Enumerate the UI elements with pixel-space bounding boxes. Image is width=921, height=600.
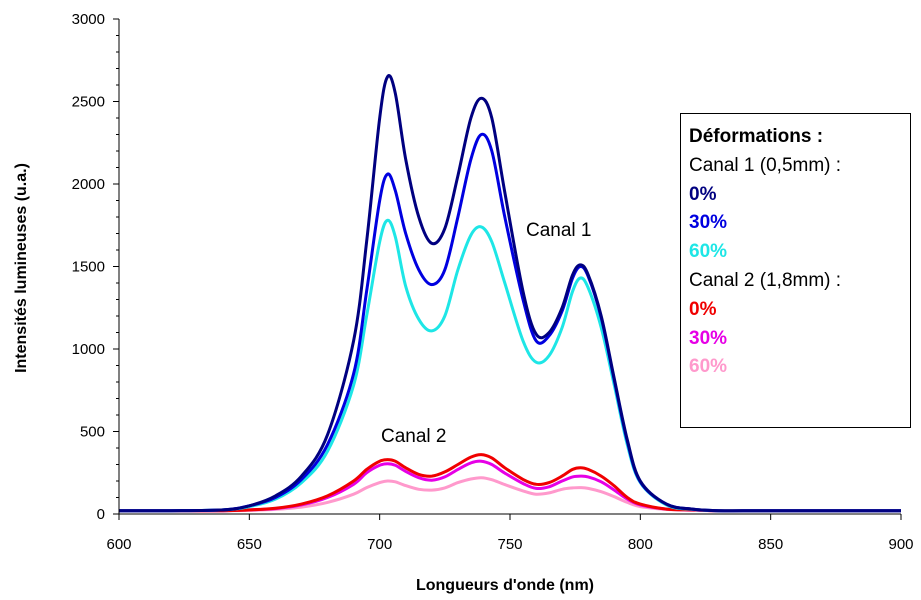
x-tick-label: 600 xyxy=(106,536,131,553)
legend-group-canal-1: Canal 1 (0,5mm) : xyxy=(689,154,842,176)
legend-entry-canal1-0: 0% xyxy=(689,183,717,205)
x-axis-ticks: 600 650 700 750 800 850 900 xyxy=(106,514,914,553)
y-tick-label: 3000 xyxy=(72,11,105,28)
series-line-5 xyxy=(118,476,901,513)
y-tick-label: 1500 xyxy=(72,259,105,276)
x-tick-label: 750 xyxy=(497,536,522,553)
y-tick-label: 2000 xyxy=(72,176,105,193)
legend: Déformations : Canal 1 (0,5mm) : 0% 30% … xyxy=(680,113,911,428)
series-line-3 xyxy=(118,453,901,513)
x-tick-label: 650 xyxy=(237,536,262,553)
y-tick-label: 2500 xyxy=(72,94,105,111)
annotation-canal-2: Canal 2 xyxy=(381,426,447,447)
legend-entry-canal1-30: 30% xyxy=(689,212,728,234)
x-axis-title: Longueurs d'onde (nm) xyxy=(416,577,594,594)
x-tick-label: 850 xyxy=(758,536,783,553)
series-layer xyxy=(118,74,901,513)
legend-entry-canal1-60: 60% xyxy=(689,241,728,263)
legend-title: Déformations : xyxy=(689,126,824,147)
y-axis-title: Intensités lumineuses (u.a.) xyxy=(13,163,30,373)
series-line-0 xyxy=(118,74,901,513)
x-tick-label: 800 xyxy=(628,536,653,553)
legend-group-canal-2: Canal 2 (1,8mm) : xyxy=(689,269,842,291)
y-tick-label: 500 xyxy=(80,424,105,441)
y-tick-label: 0 xyxy=(97,506,105,523)
x-tick-label: 700 xyxy=(367,536,392,553)
legend-entry-canal2-30: 30% xyxy=(689,327,728,349)
annotation-canal-1: Canal 1 xyxy=(526,220,592,241)
y-axis-ticks: 0 500 1000 1500 2000 2500 3000 xyxy=(72,11,119,523)
x-tick-label: 900 xyxy=(888,536,913,553)
y-tick-label: 1000 xyxy=(72,341,105,358)
legend-entry-canal2-60: 60% xyxy=(689,356,728,378)
legend-entry-canal2-0: 0% xyxy=(689,298,717,320)
